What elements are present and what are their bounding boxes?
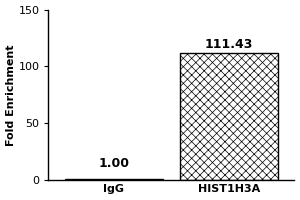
Y-axis label: Fold Enrichment: Fold Enrichment <box>6 44 16 146</box>
Text: 1.00: 1.00 <box>98 157 130 170</box>
Bar <box>65 179 163 180</box>
Bar <box>180 53 278 180</box>
Text: 111.43: 111.43 <box>205 38 253 51</box>
